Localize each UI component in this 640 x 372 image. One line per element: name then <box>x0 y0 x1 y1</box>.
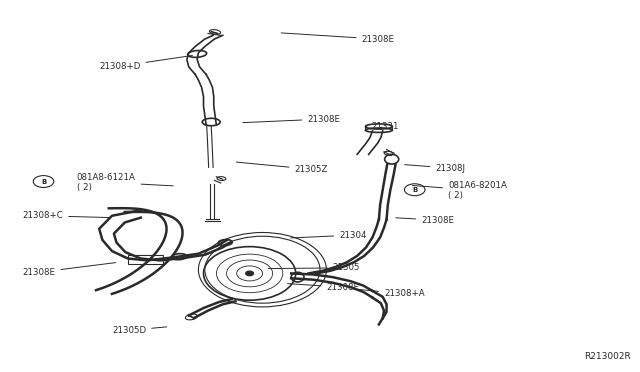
Text: 081A6-8201A
( 2): 081A6-8201A ( 2) <box>412 181 507 200</box>
Text: 21305Z: 21305Z <box>236 162 328 174</box>
Text: 21308+D: 21308+D <box>99 55 193 71</box>
Circle shape <box>246 271 253 276</box>
Text: 21308+C: 21308+C <box>22 211 109 220</box>
Text: 21308+A: 21308+A <box>353 289 424 298</box>
Text: 081A8-6121A
( 2): 081A8-6121A ( 2) <box>77 173 173 192</box>
Text: 21308J: 21308J <box>404 164 465 173</box>
Text: 21305D: 21305D <box>112 326 167 335</box>
Text: 21308E: 21308E <box>287 283 360 292</box>
Text: 21305: 21305 <box>268 263 360 272</box>
Text: 21308E: 21308E <box>281 33 395 44</box>
Text: 21308E: 21308E <box>396 216 454 225</box>
Text: 21331: 21331 <box>371 122 399 131</box>
Text: 21308E: 21308E <box>243 115 340 124</box>
Text: R213002R: R213002R <box>584 352 630 361</box>
Text: 21304: 21304 <box>291 231 367 240</box>
Text: B: B <box>412 187 417 193</box>
Text: 21308E: 21308E <box>22 263 116 277</box>
Text: B: B <box>41 179 46 185</box>
